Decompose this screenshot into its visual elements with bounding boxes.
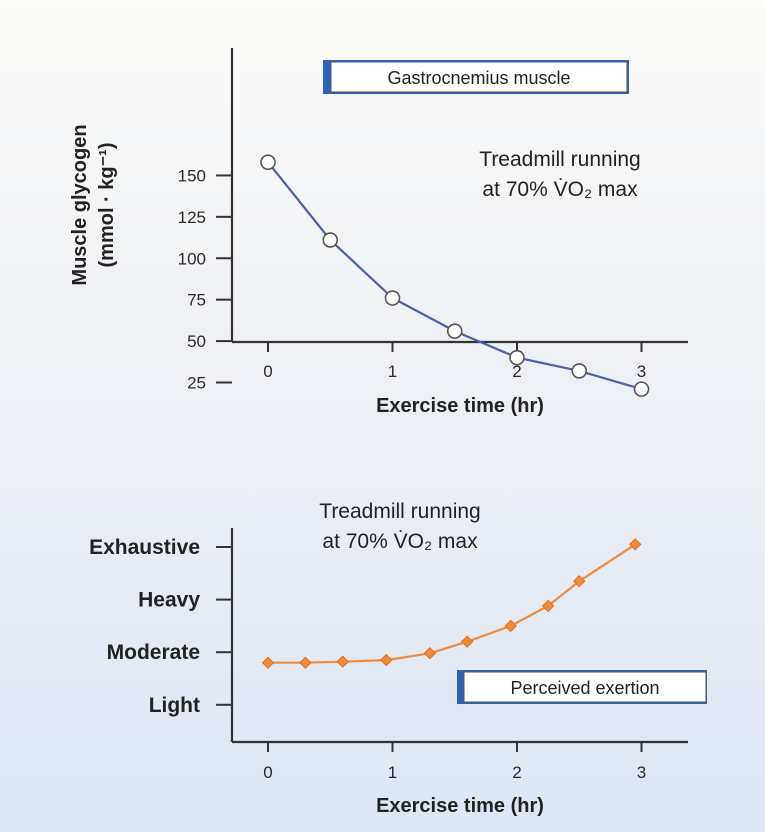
glycogen-y-tick-label: 25: [187, 373, 206, 392]
glycogen-y-tick-label: 50: [187, 332, 206, 351]
exertion-y-category-label: Heavy: [138, 589, 200, 612]
exertion-y-category-label: Moderate: [107, 641, 200, 664]
exertion-y-categories: Light Moderate Heavy Exhaustive: [89, 536, 232, 717]
exertion-line: [268, 543, 636, 664]
glycogen-y-axis-title-line1: Muscle glycogen: [69, 124, 91, 285]
glycogen-chart: 25 50 75 100 125 150 0 1 2 3 Muscle glycogen (mm…: [69, 48, 688, 417]
exertion-x-tick-label: 3: [637, 763, 646, 782]
exertion-point: [380, 653, 393, 667]
exertion-point: [460, 635, 474, 648]
glycogen-point: [509, 349, 525, 366]
glycogen-x-tick-label: 0: [263, 362, 272, 381]
glycogen-annotation-line1: Treadmill running: [479, 148, 640, 171]
exertion-chart: Light Moderate Heavy Exhaustive 0 1 2 3 Exerci…: [89, 500, 707, 817]
exertion-point: [504, 619, 517, 633]
glycogen-x-ticks: 0 1 2 3: [263, 342, 646, 381]
exertion-x-tick-label: 2: [512, 763, 521, 782]
exertion-point: [261, 656, 275, 669]
glycogen-x-tick-label: 3: [637, 362, 646, 381]
exertion-x-axis-title: Exercise time (hr): [376, 795, 544, 817]
exertion-title-box: Perceived exertion: [457, 670, 707, 704]
exertion-point: [573, 574, 586, 588]
exertion-y-category-label: Light: [149, 694, 200, 717]
glycogen-point: [384, 290, 401, 306]
glycogen-y-tick-label: 125: [178, 208, 206, 227]
glycogen-x-axis-title: Exercise time (hr): [376, 395, 544, 417]
exertion-point: [336, 655, 349, 668]
glycogen-point: [571, 363, 588, 379]
exertion-title-text: Perceived exertion: [510, 678, 659, 698]
exertion-point: [541, 599, 555, 613]
glycogen-title-text: Gastrocnemius muscle: [387, 68, 570, 88]
exertion-series: [261, 538, 642, 669]
glycogen-annotation-line2: at 70% V̇O₂ max: [482, 178, 638, 201]
glycogen-point: [446, 323, 463, 339]
glycogen-x-tick-label: 1: [388, 362, 397, 381]
glycogen-y-tick-label: 150: [178, 166, 206, 185]
glycogen-y-tick-label: 100: [178, 249, 206, 268]
glycogen-series: [260, 154, 650, 397]
glycogen-point: [633, 381, 650, 397]
exertion-point: [423, 647, 437, 660]
exertion-annotation-line2: at 70% V̇O₂ max: [322, 530, 478, 553]
exertion-point: [299, 656, 312, 669]
glycogen-point: [260, 154, 276, 170]
glycogen-title-box: Gastrocnemius muscle: [323, 60, 629, 94]
glycogen-y-axis-title-line2: (mmol · kg⁻¹): [96, 143, 118, 268]
exertion-x-tick-label: 1: [388, 763, 397, 782]
exertion-y-category-label: Exhaustive: [89, 536, 200, 559]
glycogen-y-ticks: 25 50 75 100 125 150: [178, 166, 232, 392]
exertion-point: [629, 538, 642, 551]
glycogen-x-tick-label: 2: [512, 362, 521, 381]
exertion-annotation-line1: Treadmill running: [319, 500, 480, 523]
exertion-x-tick-label: 0: [263, 763, 272, 782]
glycogen-y-tick-label: 75: [187, 291, 206, 310]
glycogen-point: [322, 232, 339, 248]
exertion-x-ticks: 0 1 2 3: [263, 742, 646, 782]
